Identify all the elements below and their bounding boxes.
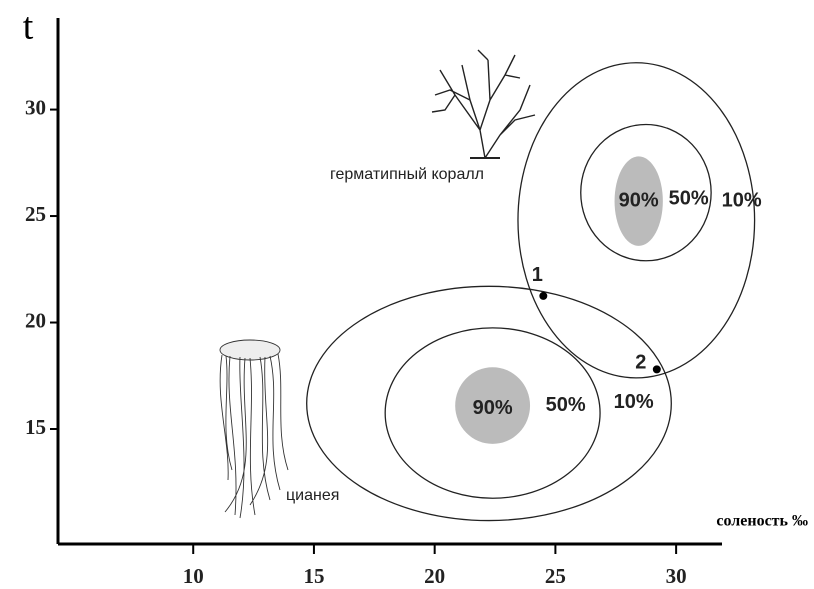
y-tick-label: 15 — [25, 415, 46, 439]
y-tick-label: 30 — [25, 95, 46, 119]
x-tick-label: 25 — [545, 564, 566, 588]
y-tick-label: 25 — [25, 202, 46, 226]
level-label: 10% — [614, 391, 654, 413]
niche-ellipse — [455, 367, 531, 444]
niche-ellipse — [580, 123, 712, 262]
level-label: 90% — [473, 397, 513, 419]
level-label: 90% — [619, 189, 659, 211]
coral-illustration — [431, 49, 536, 159]
x-axis-label: соленость ‰ — [716, 513, 808, 530]
niche-ellipse — [517, 62, 756, 379]
level-label: 50% — [546, 394, 586, 416]
niche-ellipse — [306, 285, 672, 522]
species-name: цианея — [286, 487, 339, 504]
point — [539, 291, 548, 300]
point — [652, 365, 661, 374]
x-tick-label: 20 — [424, 564, 445, 588]
x-tick-label: 10 — [183, 564, 204, 588]
jellyfish-illustration — [219, 339, 289, 519]
niche-ellipse — [384, 327, 601, 499]
level-label: 50% — [669, 187, 709, 209]
x-tick-label: 30 — [666, 564, 687, 588]
niche-ellipse — [614, 156, 663, 246]
point-label: 1 — [532, 264, 543, 286]
species-name: герматипный коралл — [330, 166, 484, 183]
point-label: 2 — [635, 352, 646, 374]
level-label: 10% — [722, 189, 762, 211]
x-tick-label: 15 — [303, 564, 324, 588]
y-axis-label: t — [23, 6, 34, 48]
y-tick-label: 20 — [25, 308, 46, 332]
